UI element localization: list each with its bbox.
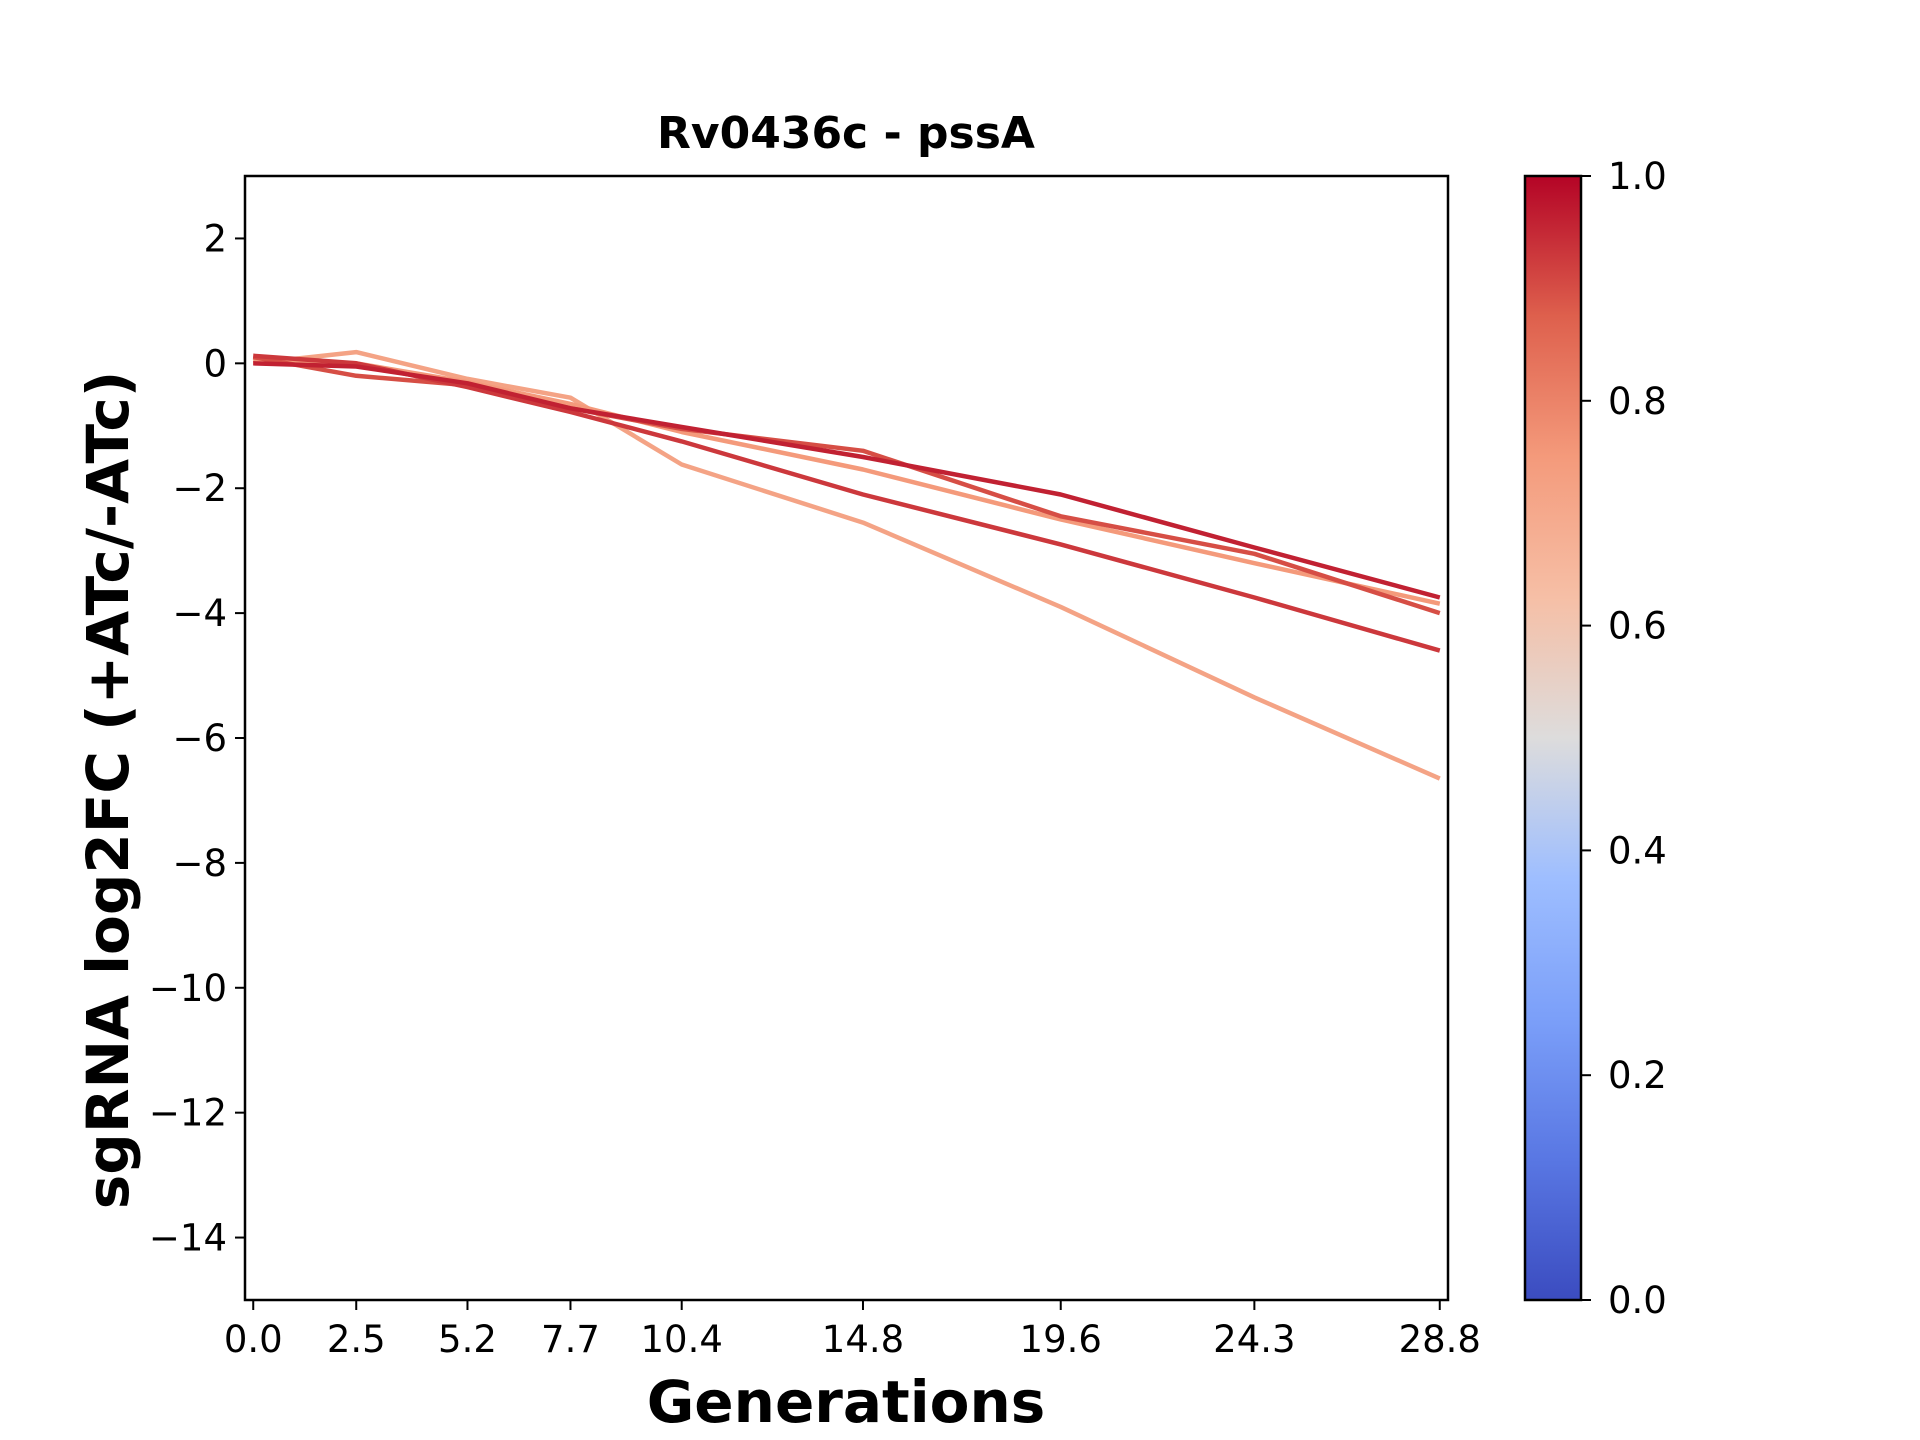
y-tick-label: 2: [203, 217, 227, 260]
x-tick-label: 19.6: [1020, 1318, 1102, 1361]
plot-frame: [243, 174, 1450, 1302]
series-line-2: [253, 357, 1441, 606]
colorbar: 0.0 0.2 0.4 0.6 0.8 1.0: [1523, 155, 1667, 1322]
x-tick-label: 28.8: [1399, 1318, 1481, 1361]
y-tick-label: −12: [149, 1092, 227, 1135]
x-axis-label: Generations: [647, 1368, 1046, 1436]
y-tick-label: 0: [203, 342, 227, 385]
series-group: [252, 349, 1441, 781]
colorbar-tick-label: 0.2: [1608, 1054, 1667, 1097]
y-tick-label: −6: [172, 717, 227, 760]
x-tick-label: 10.4: [641, 1318, 723, 1361]
x-tick-label: 14.8: [822, 1318, 904, 1361]
colorbar-tick-label: 0.6: [1608, 605, 1667, 648]
y-tick-label: −14: [149, 1217, 227, 1260]
colorbar-ticks: 0.0 0.2 0.4 0.6 0.8 1.0: [1581, 155, 1667, 1322]
x-tick-label: 7.7: [541, 1318, 600, 1361]
x-tick-label: 2.5: [327, 1318, 386, 1361]
colorbar-tick-label: 1.0: [1608, 155, 1667, 198]
series-line-5: [253, 361, 1441, 600]
chart-title: Rv0436c - pssA: [657, 108, 1035, 159]
x-tick-label: 24.3: [1213, 1318, 1295, 1361]
x-tick-label: 5.2: [438, 1318, 497, 1361]
x-tick-label: 0.0: [224, 1318, 283, 1361]
y-tick-label: −8: [172, 842, 227, 885]
y-tick-label: −2: [172, 467, 227, 510]
y-axis-label: sgRNA log2FC (+ATc/-ATc): [74, 371, 142, 1209]
colorbar-gradient: [1523, 174, 1583, 1302]
y-tick-label: −4: [172, 592, 227, 635]
y-tick-label: −10: [149, 967, 227, 1010]
colorbar-tick-label: 0.4: [1608, 829, 1667, 872]
colorbar-tick-label: 0.8: [1608, 380, 1667, 423]
series-line-3: [252, 354, 1441, 616]
series-line-1: [252, 349, 1441, 781]
series-line-4: [253, 353, 1441, 653]
y-axis: 2 0 −2 −4 −6 −8 −10 −12 −14: [149, 217, 245, 1260]
colorbar-tick-label: 0.0: [1608, 1279, 1667, 1322]
x-axis: 0.0 2.5 5.2 7.7 10.4 14.8 19.6 24.3 28.8: [224, 1300, 1481, 1361]
plot-area: [243, 174, 1450, 1302]
